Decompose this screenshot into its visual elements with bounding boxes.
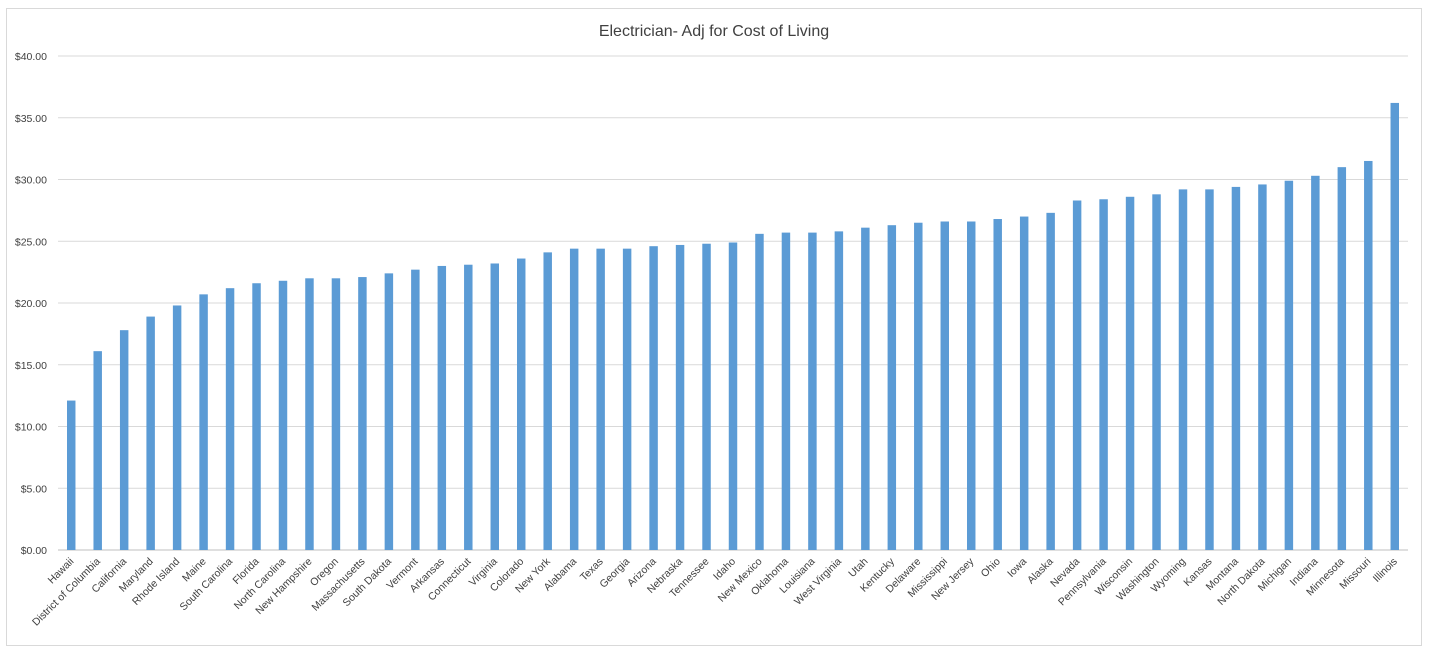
bar (1205, 189, 1214, 550)
x-tick-label: Ohio (979, 556, 1003, 580)
bar (517, 258, 526, 550)
bar (146, 316, 155, 550)
bar (1046, 212, 1055, 550)
bar (411, 269, 420, 550)
bar (543, 252, 552, 551)
bar (596, 248, 605, 550)
y-tick-label: $35.00 (15, 113, 47, 125)
x-tick-label: Illinois (1371, 556, 1400, 585)
bar (993, 219, 1002, 550)
bar (1284, 180, 1294, 551)
bar (278, 280, 288, 550)
bar (119, 330, 129, 550)
bar (1258, 184, 1267, 550)
bar (172, 305, 182, 550)
bar (861, 227, 870, 551)
y-tick-label: $5.00 (21, 483, 47, 495)
bar (464, 264, 473, 550)
bar (808, 232, 817, 551)
bar (649, 246, 658, 550)
bar (225, 288, 235, 550)
x-tick-label: Georgia (597, 556, 632, 591)
bar (252, 283, 261, 550)
bar (1019, 216, 1029, 551)
y-tick-label: $15.00 (15, 360, 47, 372)
bar (67, 400, 76, 550)
y-tick-label: $25.00 (15, 236, 47, 248)
y-axis-ticks: $0.00 $5.00 $10.00 $15.00 $20.00 $25.00 $30.00… (15, 51, 47, 557)
bar (702, 243, 711, 550)
bar (967, 221, 976, 551)
bar (1152, 194, 1161, 550)
y-tick-label: $10.00 (15, 422, 47, 434)
bar (1125, 196, 1135, 551)
bar (331, 278, 341, 550)
bar (1311, 175, 1320, 551)
bar (675, 244, 685, 550)
bar (940, 221, 949, 551)
y-tick-label: $40.00 (15, 51, 47, 63)
bar (781, 232, 791, 551)
bar (1099, 199, 1108, 550)
bar (1364, 160, 1373, 550)
bar (887, 225, 897, 550)
bars (67, 102, 1399, 551)
chart-title: Electrician- Adj for Cost of Living (599, 23, 829, 40)
bar (437, 265, 447, 550)
y-tick-label: $0.00 (21, 545, 47, 557)
bar (1231, 186, 1241, 550)
bar (728, 242, 738, 551)
bar (1072, 200, 1082, 550)
bar (490, 263, 499, 550)
bar (305, 278, 314, 550)
bar (93, 351, 102, 550)
bar (834, 231, 844, 550)
bar (1390, 102, 1399, 551)
bar (358, 277, 367, 550)
bar (384, 273, 394, 550)
bar (914, 222, 923, 550)
bar (199, 294, 208, 550)
y-tick-label: $30.00 (15, 175, 47, 187)
bar (569, 248, 579, 550)
bar (1337, 167, 1347, 550)
bar (755, 233, 764, 550)
bar (1178, 189, 1188, 550)
y-tick-label: $20.00 (15, 298, 47, 310)
bar (622, 248, 632, 550)
